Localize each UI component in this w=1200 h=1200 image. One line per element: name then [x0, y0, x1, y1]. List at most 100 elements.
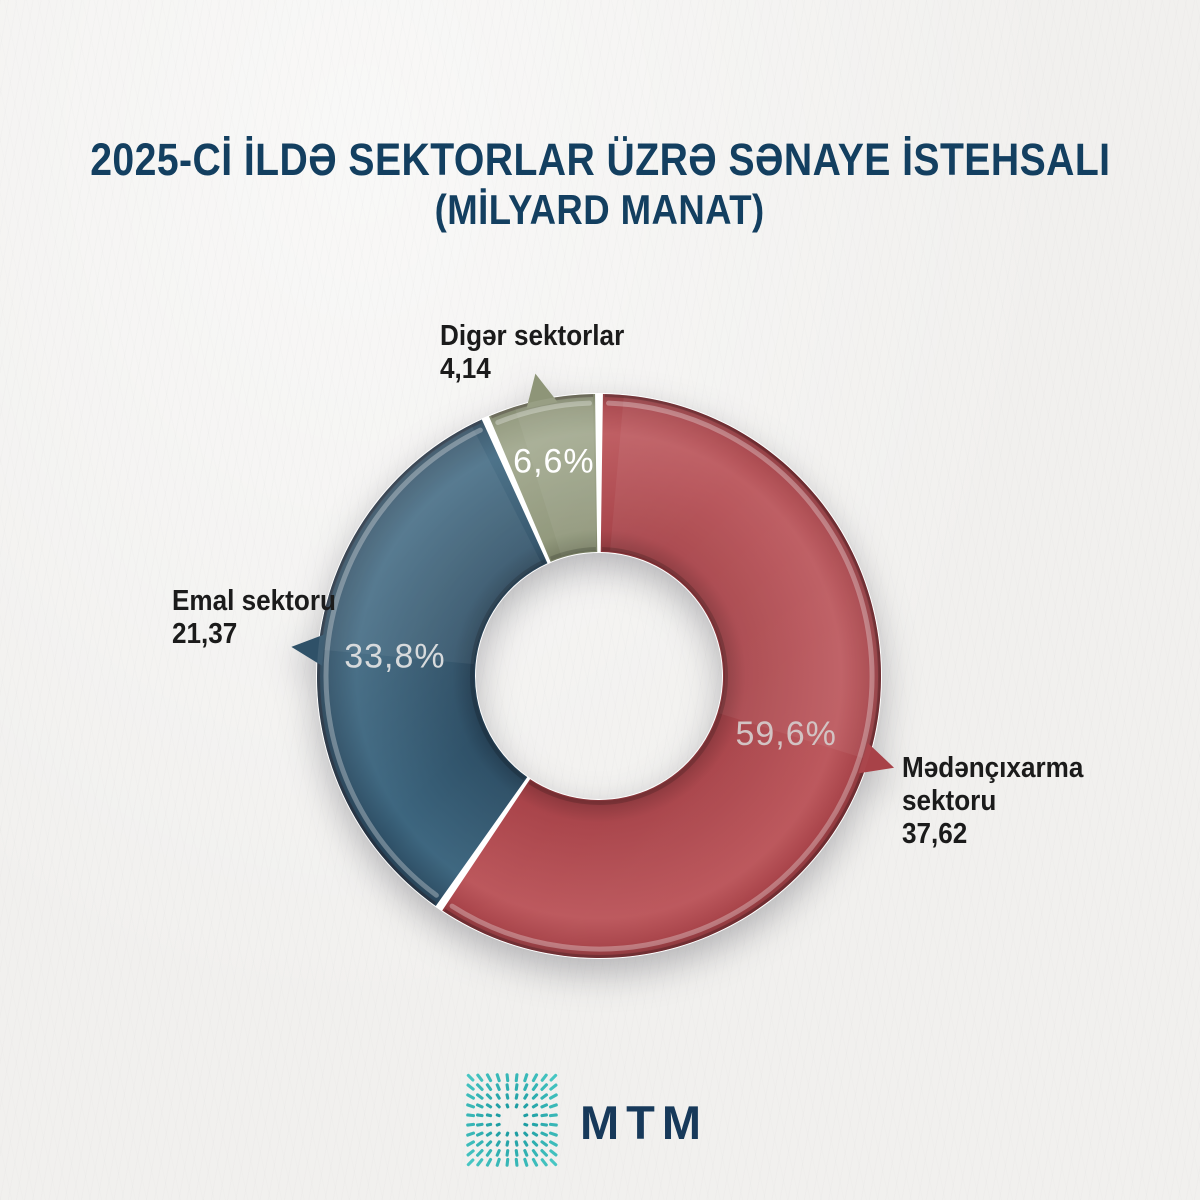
- logo-dash: [485, 1093, 493, 1100]
- page-title-line1: 2025-Cİ İLDƏ SEKTORLAR ÜZRƏ SƏNAYE İSTEH…: [89, 134, 1111, 185]
- slice-label-name-line1: Mədənçıxarma: [902, 752, 1084, 784]
- logo-dash: [549, 1083, 558, 1091]
- logo-dash: [476, 1073, 484, 1082]
- logo-dash: [514, 1157, 519, 1167]
- logo-dash: [485, 1140, 493, 1147]
- logo-dash: [475, 1131, 484, 1137]
- logo-dash: [476, 1122, 484, 1127]
- logo-dash: [466, 1103, 476, 1109]
- logo-dash: [475, 1103, 484, 1109]
- logo-dash: [514, 1140, 519, 1147]
- logo-dash: [523, 1157, 529, 1167]
- logo-dash: [505, 1149, 510, 1157]
- logo-dash: [485, 1073, 493, 1083]
- logo-dash: [495, 1149, 501, 1157]
- logo-dash: [540, 1113, 548, 1118]
- slice-label-processing-sector: Emal sektoru 21,37: [172, 585, 336, 651]
- logo-dash: [475, 1083, 484, 1091]
- logo-dash: [495, 1140, 501, 1147]
- logo-dash: [475, 1140, 484, 1147]
- logo-dash: [495, 1083, 501, 1091]
- page-title: 2025-Cİ İLDƏ SEKTORLAR ÜZRƏ SƏNAYE İSTEH…: [0, 134, 1200, 234]
- logo-dash: [505, 1103, 510, 1109]
- logo-dash: [485, 1149, 493, 1157]
- logo-dash: [495, 1093, 501, 1100]
- logo-dash: [466, 1122, 476, 1127]
- logo-dash: [466, 1158, 475, 1167]
- logo-dash: [514, 1103, 519, 1109]
- logo-dash: [466, 1131, 476, 1137]
- logo-dash: [523, 1122, 529, 1127]
- logo-dash: [466, 1113, 476, 1118]
- logo-dash: [540, 1140, 549, 1147]
- logo-dash: [523, 1113, 529, 1118]
- logo-dash: [485, 1122, 493, 1127]
- donut-sheen-overlay: [317, 394, 882, 958]
- logo-dash: [495, 1113, 501, 1118]
- slice-label-mining-sector: Mədənçıxarma sektoru 37,62: [902, 752, 1083, 851]
- logo-dash: [485, 1157, 493, 1167]
- slice-label-value: 37,62: [902, 818, 968, 851]
- logo-dash: [531, 1149, 539, 1157]
- mtm-logo-text: MTM: [580, 1096, 709, 1149]
- logo-dash: [531, 1093, 539, 1100]
- logo-dash: [505, 1093, 510, 1100]
- logo-dash: [548, 1131, 558, 1137]
- logo-dash: [523, 1149, 529, 1157]
- logo-dash: [540, 1158, 548, 1167]
- mtm-logo-mark: [466, 1073, 558, 1167]
- logo-dash: [531, 1073, 539, 1083]
- logo-dash: [514, 1083, 519, 1091]
- logo-dash: [505, 1140, 510, 1147]
- logo-dash: [466, 1140, 475, 1147]
- logo-dash: [523, 1083, 529, 1091]
- logo-dash: [531, 1083, 539, 1091]
- slice-label-name: Digər sektorlar: [440, 320, 625, 352]
- logo-dash: [485, 1083, 493, 1091]
- logo-dash: [540, 1093, 549, 1100]
- logo-dash: [523, 1093, 529, 1100]
- logo-dash: [495, 1103, 501, 1109]
- donut-body: [291, 373, 895, 959]
- logo-dash: [540, 1073, 548, 1082]
- logo-dash: [523, 1140, 529, 1147]
- logo-dash: [531, 1113, 539, 1118]
- logo-dash: [466, 1149, 475, 1157]
- logo-dash: [540, 1122, 548, 1127]
- logo-dash: [549, 1140, 558, 1147]
- logo-dash: [495, 1157, 501, 1167]
- logo-dash: [540, 1083, 549, 1091]
- logo-dash: [485, 1103, 493, 1109]
- logo-dash: [466, 1073, 475, 1082]
- logo-dash: [549, 1158, 558, 1167]
- logo-dash: [523, 1131, 529, 1137]
- slice-percent-label: 6,6%: [513, 443, 595, 481]
- logo-dash: [531, 1157, 539, 1167]
- slice-label-other-sectors: Digər sektorlar 4,14: [440, 320, 624, 386]
- logo-dash: [505, 1131, 510, 1137]
- logo-dash: [548, 1103, 558, 1109]
- slice-percent-label: 59,6%: [735, 715, 836, 753]
- logo-dash: [475, 1149, 484, 1157]
- logo-dash: [476, 1158, 484, 1167]
- logo-dash: [514, 1073, 519, 1083]
- slice-pointer: [291, 634, 326, 666]
- logo-dash: [495, 1131, 501, 1137]
- logo-dash: [514, 1149, 519, 1157]
- logo-dash: [495, 1122, 501, 1127]
- logo-dash: [485, 1131, 493, 1137]
- logo-dash: [548, 1122, 558, 1127]
- slice-label-value: 4,14: [440, 353, 491, 386]
- logo-dash: [466, 1093, 475, 1100]
- logo-dash: [505, 1157, 510, 1167]
- slice-label-value: 21,37: [172, 618, 238, 651]
- logo-dash: [514, 1131, 519, 1137]
- logo-dash: [514, 1093, 519, 1100]
- page-title-line2: (MİLYARD MANAT): [435, 186, 765, 233]
- logo-dash: [548, 1113, 558, 1118]
- logo-dash: [549, 1073, 558, 1082]
- logo-dash: [540, 1131, 549, 1137]
- logo-dash: [485, 1113, 493, 1118]
- logo-dash: [466, 1083, 475, 1091]
